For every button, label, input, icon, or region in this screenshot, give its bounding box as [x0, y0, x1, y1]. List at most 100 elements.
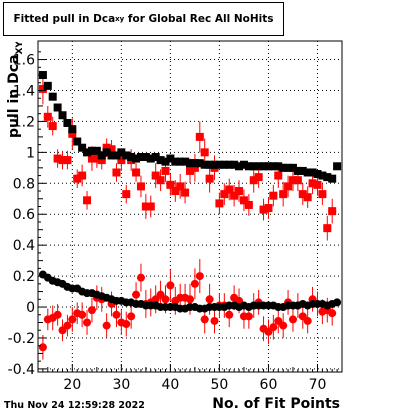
data-point-square	[107, 151, 116, 160]
data-point-circle	[127, 312, 136, 321]
data-point-square	[293, 176, 302, 185]
data-point-square	[97, 151, 106, 160]
data-point-square	[151, 153, 160, 162]
chart-title: Fitted pull in Dca xy for Global Rec All …	[3, 2, 284, 36]
data-point-square	[63, 156, 72, 165]
data-point-circle	[166, 281, 175, 290]
data-point-square	[328, 207, 337, 216]
data-point-square	[259, 162, 268, 171]
data-point-square	[205, 174, 214, 183]
y-tick-label: 1.4	[13, 83, 35, 99]
data-point-square	[122, 190, 131, 199]
data-point-square	[78, 171, 87, 180]
data-point-square	[83, 148, 92, 157]
data-point-square	[254, 162, 263, 171]
data-point-circle	[244, 312, 253, 321]
y-tick-label: 1	[26, 145, 35, 161]
data-point-square	[239, 160, 248, 169]
data-point-circle	[102, 321, 111, 330]
data-point-square	[83, 196, 92, 205]
data-point-square	[318, 190, 327, 199]
data-point-circle	[200, 315, 209, 324]
data-point-square	[87, 146, 96, 155]
data-point-square	[284, 182, 293, 191]
title-main: Fitted pull in Dca	[13, 13, 116, 25]
x-axis-ticks: 20 30 40 50 60 70	[42, 364, 343, 393]
data-point-circle	[63, 321, 72, 330]
data-point-square	[274, 162, 283, 171]
data-point-square	[200, 160, 209, 169]
data-point-square	[176, 157, 185, 166]
data-point-square	[239, 196, 248, 205]
data-point-square	[303, 168, 312, 177]
data-point-square	[136, 153, 145, 162]
data-point-square	[68, 125, 77, 134]
data-point-circle	[195, 272, 204, 281]
x-axis-label: No. of Fit Points	[212, 396, 340, 412]
y-tick-label: 0.2	[13, 269, 35, 285]
data-point-square	[215, 160, 224, 169]
x-tick-label: 20	[63, 377, 81, 393]
data-point-square	[43, 112, 52, 121]
data-point-square	[293, 166, 302, 175]
data-point-square	[333, 162, 342, 171]
data-point-square	[87, 154, 96, 163]
y-tick-label: 0.6	[13, 207, 35, 223]
data-point-square	[156, 176, 165, 185]
data-point-square	[63, 118, 72, 127]
data-point-circle	[190, 279, 199, 288]
data-point-square	[195, 132, 204, 141]
y-tick-label: -0.2	[8, 331, 35, 347]
svg-text:pull in DcaXY: pull in DcaXY	[6, 42, 23, 138]
title-tail: for Global Rec All NoHits	[127, 13, 274, 25]
data-point-square	[141, 202, 150, 211]
data-point-square	[68, 129, 77, 138]
data-point-square	[190, 159, 199, 168]
data-point-square	[117, 156, 126, 165]
y-tick-label: 0	[26, 300, 35, 316]
data-point-square	[166, 180, 175, 189]
data-point-square	[220, 160, 229, 169]
data-point-square	[205, 160, 214, 169]
data-point-square	[308, 179, 317, 188]
data-point-square	[141, 153, 150, 162]
data-point-square	[146, 202, 155, 211]
data-point-square	[176, 182, 185, 191]
data-point-square	[279, 163, 288, 172]
x-tick-label: 50	[211, 377, 229, 393]
y-tick-label: 1.6	[13, 53, 35, 69]
data-point-square	[230, 191, 239, 200]
data-markers	[38, 71, 342, 352]
data-point-square	[259, 205, 268, 214]
data-point-square	[171, 157, 180, 166]
data-point-square	[166, 154, 175, 163]
data-point-circle	[38, 343, 47, 352]
data-point-square	[43, 81, 52, 90]
data-point-circle	[225, 310, 234, 319]
y-tick-label: 0.4	[13, 238, 35, 254]
data-point-square	[303, 193, 312, 202]
data-point-square	[151, 171, 160, 180]
data-point-circle	[328, 309, 337, 318]
data-point-square	[190, 163, 199, 172]
data-point-square	[127, 153, 136, 162]
data-point-square	[58, 156, 67, 165]
y-tick-label: 0.8	[13, 176, 35, 192]
y-tick-label: -0.4	[8, 362, 35, 378]
data-point-square	[284, 163, 293, 172]
data-point-square	[78, 143, 87, 152]
data-point-circle	[122, 320, 131, 329]
data-point-square	[92, 154, 101, 163]
data-point-square	[298, 190, 307, 199]
x-tick-label: 60	[260, 377, 278, 393]
data-point-square	[215, 199, 224, 208]
x-tick-label: 30	[112, 377, 130, 393]
data-point-circle	[279, 321, 288, 330]
data-point-square	[328, 174, 337, 183]
y-tick-label: 1.2	[13, 114, 35, 130]
data-point-square	[132, 168, 141, 177]
data-point-circle	[205, 295, 214, 304]
data-point-circle	[210, 316, 219, 325]
data-point-square	[235, 187, 244, 196]
